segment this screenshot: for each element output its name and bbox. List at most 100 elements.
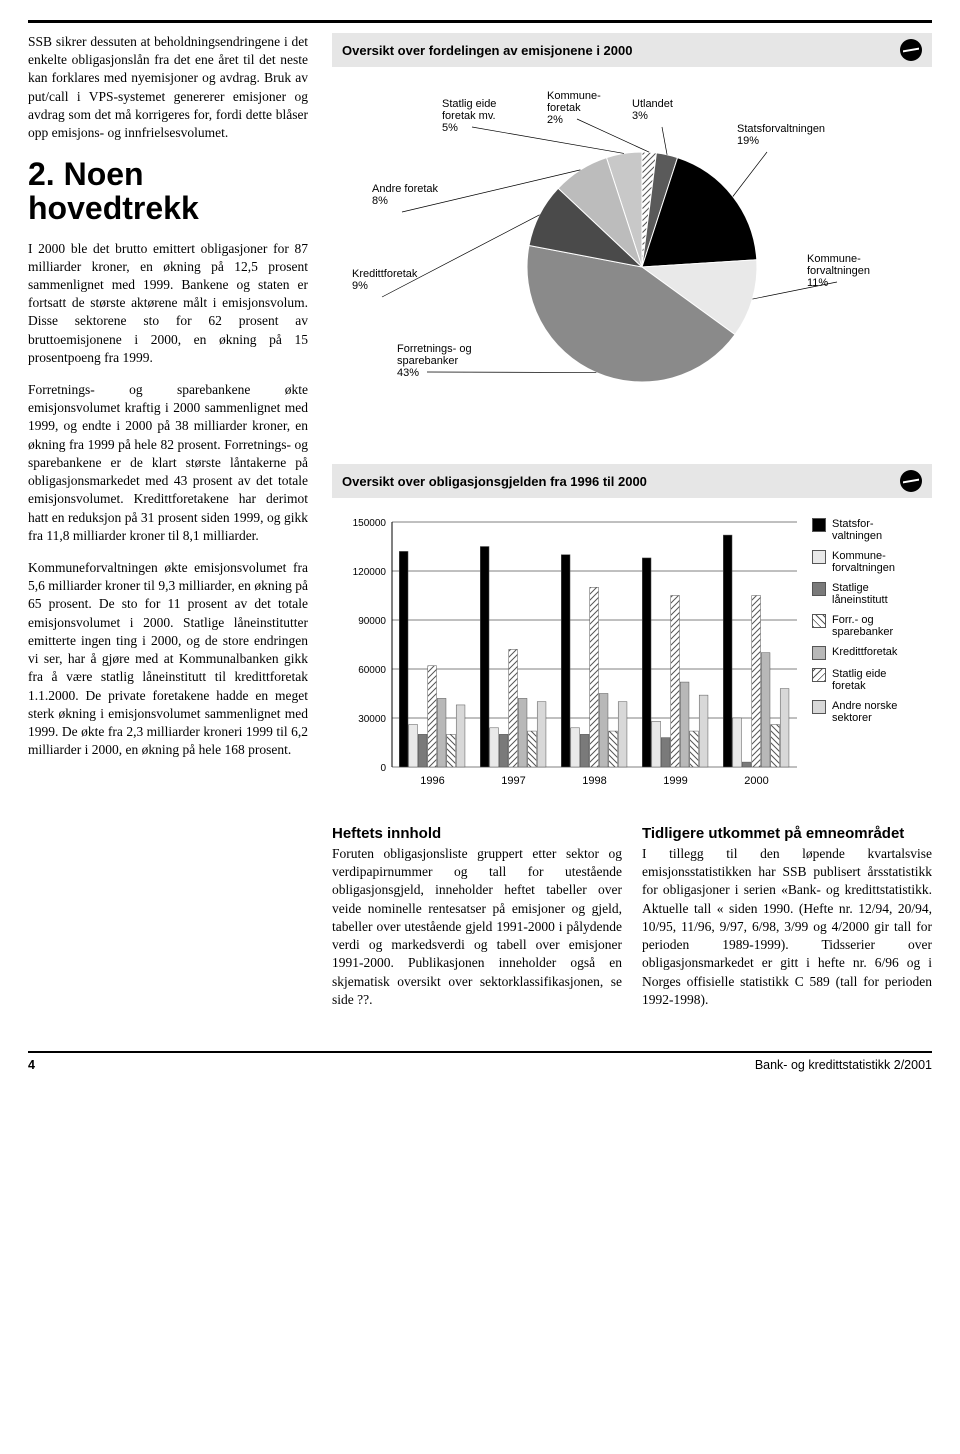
bar (618, 702, 627, 767)
bar (409, 725, 418, 767)
bar (609, 731, 618, 767)
pie-label: 9% (352, 280, 368, 292)
bar (752, 596, 761, 768)
bar (537, 702, 546, 767)
legend-swatch (812, 550, 826, 564)
legend-swatch (812, 668, 826, 682)
pie-label: foretak (547, 102, 581, 114)
bar (428, 666, 437, 767)
legend-label: Statlig eideforetak (832, 668, 886, 692)
pie-chart-header: Oversikt over fordelingen av emisjonene … (332, 33, 932, 67)
pie-label: Andre foretak (372, 183, 439, 195)
bar (742, 762, 751, 767)
bar (690, 731, 699, 767)
bar-legend: Statsfor-valtningen Kommune-forvaltningen… (812, 512, 932, 797)
svg-text:150000: 150000 (353, 518, 387, 529)
year-label: 1996 (420, 775, 444, 787)
svg-text:30000: 30000 (358, 714, 386, 725)
pie-label: 11% (807, 277, 828, 289)
legend-swatch (812, 582, 826, 596)
top-rule (28, 20, 932, 23)
main-columns: SSB sikrer dessuten at beholdningsendrin… (28, 33, 932, 1023)
legend-item: Kredittforetak (812, 646, 932, 660)
bar (599, 694, 608, 768)
bar (509, 649, 518, 767)
right-column: Oversikt over fordelingen av emisjonene … (332, 33, 932, 1023)
pie-label: forvaltningen (807, 265, 870, 277)
bar (490, 728, 499, 767)
bar (661, 738, 670, 767)
pie-label: foretak mv. (442, 110, 496, 122)
bar (418, 734, 427, 767)
bar-chart-header: Oversikt over obligasjonsgjelden fra 199… (332, 464, 932, 498)
bar (518, 698, 527, 767)
tidligere-body: I tillegg til den løpende kvartalsvise e… (642, 845, 932, 1009)
left-column: SSB sikrer dessuten at beholdningsendrin… (28, 33, 308, 1023)
pie-label: 8% (372, 195, 388, 207)
bar (480, 547, 489, 768)
heftets-innhold-head: Heftets innhold (332, 825, 622, 842)
bottom-section: Heftets innhold Foruten obligasjonsliste… (332, 825, 932, 1023)
legend-item: Forr.- ogsparebanker (812, 614, 932, 638)
page-footer: 4 Bank- og kredittstatistikk 2/2001 (28, 1051, 932, 1072)
legend-item: Andre norskesektorer (812, 700, 932, 724)
pie-label: Forretnings- og (397, 343, 472, 355)
pie-chart: Statlig eideforetak mv.5% Kommune-foretak… (332, 67, 932, 464)
svg-text:0: 0 (380, 763, 386, 774)
bottom-col-1: Heftets innhold Foruten obligasjonsliste… (332, 825, 622, 1023)
bottom-col-2: Tidligere utkommet på emneområdet I till… (642, 825, 932, 1023)
pie-label: Kommune- (547, 90, 601, 102)
bar (437, 698, 446, 767)
bar (680, 682, 689, 767)
para-ssb: SSB sikrer dessuten at beholdningsendrin… (28, 33, 308, 142)
legend-label: Kommune-forvaltningen (832, 550, 895, 574)
pie-label: Statlig eide (442, 98, 496, 110)
legend-label: Statsfor-valtningen (832, 518, 882, 542)
bar (528, 731, 537, 767)
bar (580, 734, 589, 767)
bar-chart: 0300006000090000120000150000199619971998… (332, 498, 932, 807)
legend-label: Forr.- ogsparebanker (832, 614, 893, 638)
bar (671, 596, 680, 768)
para-2000-emittert: I 2000 ble det brutto emittert obligasjo… (28, 240, 308, 368)
bar (499, 734, 508, 767)
legend-item: Statlig eideforetak (812, 668, 932, 692)
year-label: 1997 (501, 775, 525, 787)
heftets-innhold-body: Foruten obligasjonsliste gruppert etter … (332, 845, 622, 1009)
pie-label: 19% (737, 135, 759, 147)
year-label: 2000 (744, 775, 768, 787)
pie-label: Statsforvaltningen (737, 123, 825, 135)
svg-text:90000: 90000 (358, 616, 386, 627)
bar (571, 728, 580, 767)
publication-name: Bank- og kredittstatistikk 2/2001 (755, 1058, 932, 1072)
page-number: 4 (28, 1058, 35, 1072)
legend-label: Andre norskesektorer (832, 700, 897, 724)
section-num: 2. (28, 156, 55, 192)
svg-text:60000: 60000 (358, 665, 386, 676)
pie-label: Kommune- (807, 253, 861, 265)
pie-label: 2% (547, 114, 563, 126)
legend-swatch (812, 646, 826, 660)
chart-icon (900, 39, 922, 61)
legend-label: Statligelåneinstitutt (832, 582, 888, 606)
bar (642, 558, 651, 767)
legend-swatch (812, 700, 826, 714)
para-forretnings: Forretnings- og sparebankene økte emisjo… (28, 381, 308, 545)
chart-icon (900, 470, 922, 492)
bar (447, 734, 456, 767)
bar (399, 551, 408, 767)
bar (723, 535, 732, 767)
pie-label: Utlandet (632, 98, 673, 110)
pie-label: 3% (632, 110, 648, 122)
pie-label: 43% (397, 367, 419, 379)
bar (456, 705, 465, 767)
pie-label: 5% (442, 122, 458, 134)
legend-item: Statligelåneinstitutt (812, 582, 932, 606)
bar (561, 555, 570, 767)
bar (780, 689, 789, 767)
para-kommune: Kommuneforvaltningen økte emisjonsvolume… (28, 559, 308, 759)
tidligere-head: Tidligere utkommet på emneområdet (642, 825, 932, 842)
legend-swatch (812, 518, 826, 532)
year-label: 1998 (582, 775, 606, 787)
legend-item: Kommune-forvaltningen (812, 550, 932, 574)
